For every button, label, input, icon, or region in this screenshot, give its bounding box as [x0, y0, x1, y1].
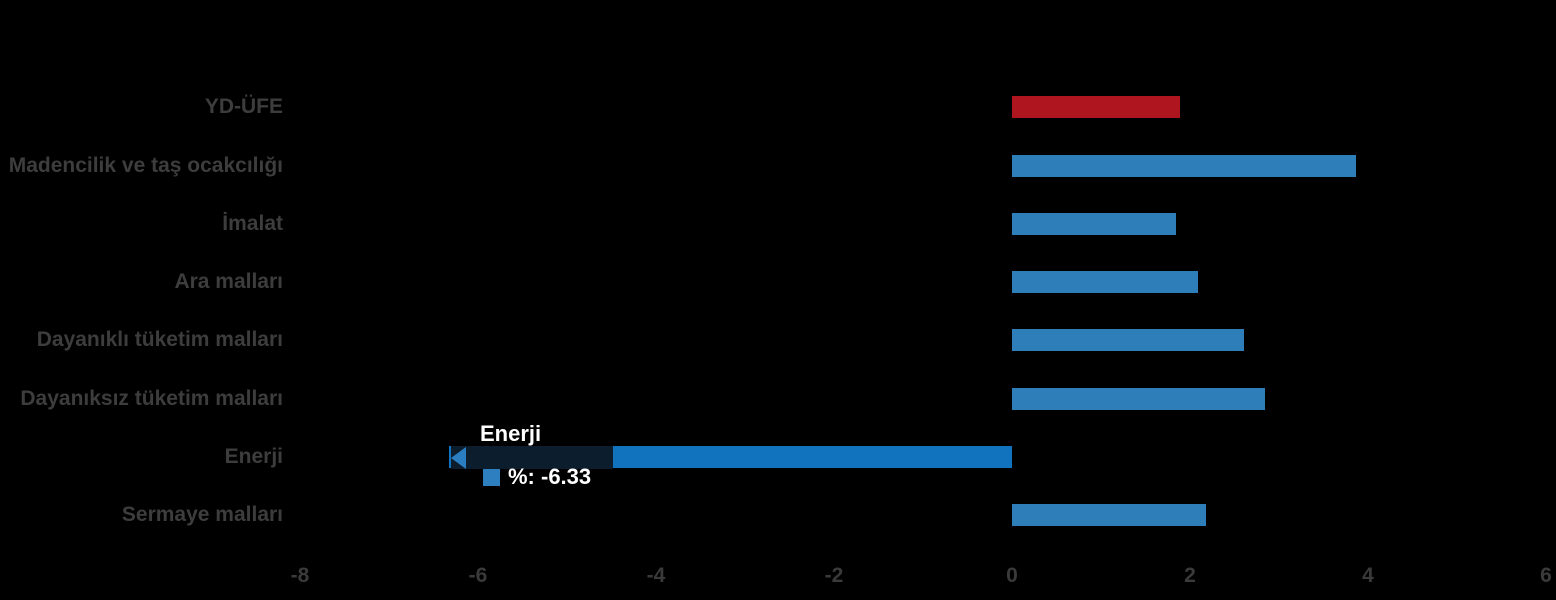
tooltip-backdrop: [451, 446, 613, 469]
category-label: YD-ÜFE: [204, 95, 283, 119]
bar[interactable]: [1012, 212, 1176, 235]
category-label: İmalat: [222, 211, 283, 235]
x-tick-label: -8: [290, 564, 310, 587]
bar[interactable]: [1012, 271, 1198, 294]
x-tick-label: 0: [1006, 564, 1018, 587]
x-tick-label: 2: [1184, 564, 1196, 587]
x-tick-label: 4: [1362, 564, 1374, 587]
bar[interactable]: [1012, 504, 1207, 527]
series-swatch-icon: [483, 469, 500, 486]
category-label: Dayanıksız tüketim malları: [20, 386, 283, 410]
tooltip-pointer-icon: [451, 447, 466, 469]
x-tick-label: -4: [646, 564, 666, 587]
category-label: Dayanıklı tüketim malları: [36, 328, 283, 352]
bar[interactable]: [1012, 387, 1265, 410]
bar[interactable]: [1012, 96, 1181, 119]
x-tick-label: 6: [1540, 564, 1552, 587]
tooltip-title: Enerji: [480, 421, 542, 446]
tooltip-value: %: -6.33: [508, 464, 592, 489]
category-label: Enerji: [224, 445, 283, 468]
bar[interactable]: [1012, 329, 1245, 352]
category-label: Ara malları: [174, 270, 283, 294]
category-label: Sermaye malları: [121, 503, 283, 527]
category-label: Madencilik ve taş ocakcılığı: [8, 153, 283, 177]
x-tick-label: -6: [468, 564, 488, 587]
x-tick-label: -2: [824, 564, 844, 587]
bar[interactable]: [1012, 154, 1356, 177]
